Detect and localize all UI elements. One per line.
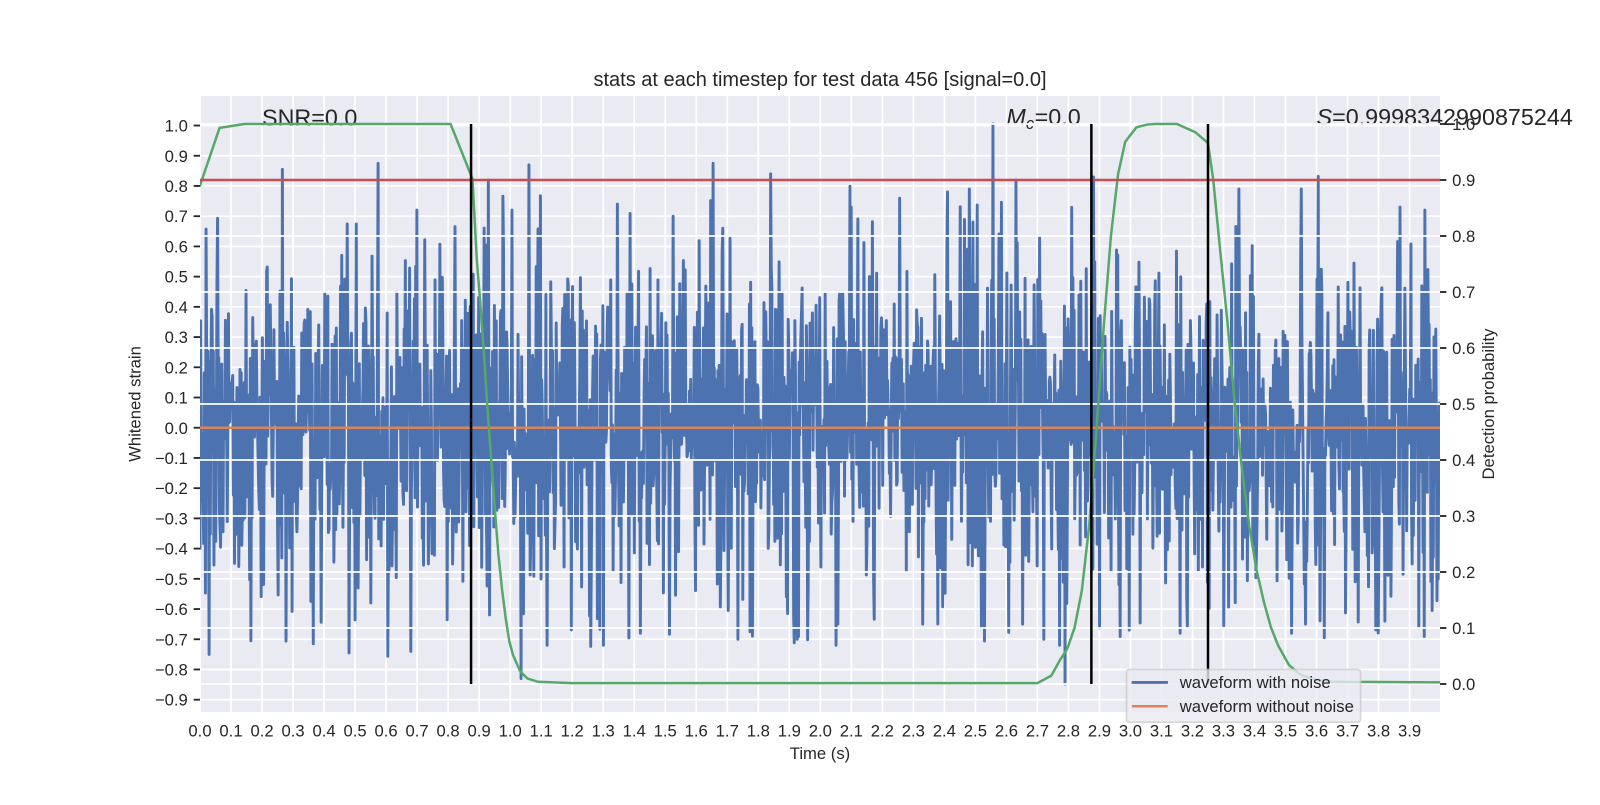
svg-text:0.4: 0.4 — [165, 298, 188, 317]
svg-text:1.4: 1.4 — [623, 722, 646, 741]
svg-text:1.8: 1.8 — [747, 722, 770, 741]
svg-text:3.1: 3.1 — [1150, 722, 1173, 741]
svg-text:0.8: 0.8 — [437, 722, 460, 741]
svg-text:1.7: 1.7 — [716, 722, 739, 741]
svg-text:1.6: 1.6 — [685, 722, 708, 741]
svg-text:0.5: 0.5 — [343, 722, 366, 741]
svg-text:0.7: 0.7 — [406, 722, 429, 741]
svg-text:S = 0 .: S = 0 . 9 9 9 8 3 4 2 9 9 0 8 7 5 2 4 4 — [1317, 101, 1573, 131]
svg-text:0.9: 0.9 — [1452, 171, 1475, 190]
svg-text:0.9: 0.9 — [468, 722, 491, 741]
svg-text:0.7: 0.7 — [1452, 283, 1475, 302]
svg-text:Time (s): Time (s) — [790, 744, 850, 763]
svg-text:1.9: 1.9 — [778, 722, 801, 741]
svg-text:−0.5: −0.5 — [155, 570, 188, 589]
svg-text:3.8: 3.8 — [1367, 722, 1390, 741]
svg-text:1.0: 1.0 — [499, 722, 522, 741]
svg-text:0.0: 0.0 — [165, 419, 188, 438]
svg-text:SNR=0.0: SNR=0.0 — [262, 105, 357, 131]
svg-text:M c = 0: M c = 0 . 0 — [1006, 101, 1080, 135]
svg-text:−0.7: −0.7 — [155, 630, 188, 649]
svg-text:3.7: 3.7 — [1336, 722, 1359, 741]
svg-text:0.3: 0.3 — [165, 328, 188, 347]
svg-text:0.7: 0.7 — [165, 207, 188, 226]
svg-text:Whitened strain: Whitened strain — [126, 346, 145, 462]
svg-text:3.3: 3.3 — [1212, 722, 1235, 741]
svg-text:1.3: 1.3 — [592, 722, 615, 741]
svg-text:2.5: 2.5 — [964, 722, 987, 741]
svg-text:0.1: 0.1 — [165, 389, 188, 408]
svg-text:0.5: 0.5 — [165, 268, 188, 287]
svg-text:2.1: 2.1 — [840, 722, 863, 741]
svg-text:0.9: 0.9 — [165, 147, 188, 166]
svg-text:0.0: 0.0 — [188, 722, 211, 741]
svg-text:−0.9: −0.9 — [155, 691, 188, 710]
svg-text:0.2: 0.2 — [165, 358, 188, 377]
svg-text:1.0: 1.0 — [165, 117, 188, 136]
svg-text:3.6: 3.6 — [1305, 722, 1328, 741]
svg-text:2.4: 2.4 — [933, 722, 956, 741]
svg-text:waveform with noise: waveform with noise — [1179, 673, 1331, 692]
svg-text:3.2: 3.2 — [1181, 722, 1204, 741]
svg-text:stats at each timestep for tes: stats at each timestep for test data 456… — [593, 69, 1046, 91]
svg-text:0.4: 0.4 — [1452, 451, 1475, 470]
svg-text:3.0: 3.0 — [1119, 722, 1142, 741]
svg-text:2.2: 2.2 — [871, 722, 894, 741]
svg-text:0.1: 0.1 — [219, 722, 242, 741]
svg-text:0.0: 0.0 — [1452, 675, 1475, 694]
svg-text:1.2: 1.2 — [561, 722, 584, 741]
svg-text:2.8: 2.8 — [1057, 722, 1080, 741]
svg-text:−0.2: −0.2 — [155, 479, 188, 498]
svg-text:0.1: 0.1 — [1452, 619, 1475, 638]
svg-text:−0.4: −0.4 — [155, 540, 188, 559]
svg-text:0.2: 0.2 — [1452, 563, 1475, 582]
svg-text:2.9: 2.9 — [1088, 722, 1111, 741]
svg-text:0.4: 0.4 — [312, 722, 335, 741]
svg-text:1.1: 1.1 — [530, 722, 553, 741]
svg-text:0.2: 0.2 — [250, 722, 273, 741]
svg-text:0.6: 0.6 — [1452, 339, 1475, 358]
svg-text:0.8: 0.8 — [1452, 227, 1475, 246]
svg-text:3.4: 3.4 — [1243, 722, 1266, 741]
svg-text:0.8: 0.8 — [165, 177, 188, 196]
svg-text:0.3: 0.3 — [281, 722, 304, 741]
svg-text:−0.8: −0.8 — [155, 661, 188, 680]
svg-text:2.6: 2.6 — [995, 722, 1018, 741]
svg-text:1.5: 1.5 — [654, 722, 677, 741]
svg-text:0.6: 0.6 — [375, 722, 398, 741]
svg-text:2.7: 2.7 — [1026, 722, 1049, 741]
svg-text:Detection probability: Detection probability — [1479, 328, 1498, 480]
svg-text:−0.3: −0.3 — [155, 509, 188, 528]
svg-text:−0.1: −0.1 — [155, 449, 188, 468]
svg-text:1.0: 1.0 — [1452, 115, 1475, 134]
svg-text:waveform without noise: waveform without noise — [1179, 697, 1354, 716]
svg-text:2.0: 2.0 — [809, 722, 832, 741]
svg-text:2.3: 2.3 — [902, 722, 925, 741]
svg-text:3.9: 3.9 — [1398, 722, 1421, 741]
svg-text:−0.6: −0.6 — [155, 600, 188, 619]
svg-text:0.6: 0.6 — [165, 237, 188, 256]
svg-text:3.5: 3.5 — [1274, 722, 1297, 741]
svg-text:0.3: 0.3 — [1452, 507, 1475, 526]
svg-text:0.5: 0.5 — [1452, 395, 1475, 414]
